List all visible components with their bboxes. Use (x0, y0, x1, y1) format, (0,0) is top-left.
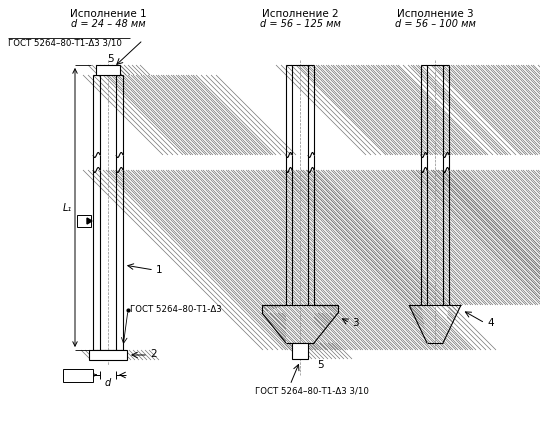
Text: Исполнение 3: Исполнение 3 (397, 9, 474, 19)
Bar (292, 343, 308, 359)
Text: ГОСТ 5264–80-Т1-Δ3 3/10: ГОСТ 5264–80-Т1-Δ3 3/10 (255, 387, 369, 396)
Bar (286, 65, 292, 155)
Bar (116, 65, 120, 75)
Bar (443, 170, 449, 305)
Bar (89, 350, 127, 360)
Text: d = 56 – 125 мм: d = 56 – 125 мм (260, 19, 340, 29)
Bar (116, 75, 123, 155)
Bar (308, 65, 314, 155)
Text: L₁: L₁ (63, 202, 72, 213)
Text: d: d (105, 378, 111, 388)
Text: 4: 4 (487, 318, 494, 328)
Text: 3: 3 (352, 318, 359, 328)
Bar (93, 170, 100, 350)
Bar (286, 170, 292, 305)
Bar (77, 215, 91, 227)
Bar (93, 75, 100, 155)
Text: d = 56 – 100 мм: d = 56 – 100 мм (395, 19, 475, 29)
Bar (421, 65, 427, 155)
Polygon shape (87, 218, 92, 224)
Text: ГОСТ 5264–80-Т1-Δ3: ГОСТ 5264–80-Т1-Δ3 (130, 306, 222, 315)
Bar (89, 350, 127, 360)
Bar (96, 65, 100, 75)
Text: d = 24 – 48 мм: d = 24 – 48 мм (71, 19, 145, 29)
Bar (96, 65, 120, 75)
Text: Исполнение 1: Исполнение 1 (70, 9, 146, 19)
Text: 1: 1 (156, 265, 163, 275)
Bar (292, 343, 308, 359)
Bar (63, 369, 93, 382)
Bar (116, 170, 123, 350)
Text: 5: 5 (107, 54, 114, 64)
Text: ГОСТ 5264–80-Т1-Δ3 3/10: ГОСТ 5264–80-Т1-Δ3 3/10 (8, 38, 122, 47)
Text: 2: 2 (150, 349, 157, 359)
Text: Исполнение 2: Исполнение 2 (262, 9, 339, 19)
Bar (443, 65, 449, 155)
Text: A: A (81, 217, 87, 225)
Bar (308, 170, 314, 305)
Text: 5: 5 (316, 360, 323, 370)
Bar (421, 170, 427, 305)
Text: 0,5 A: 0,5 A (67, 370, 89, 380)
